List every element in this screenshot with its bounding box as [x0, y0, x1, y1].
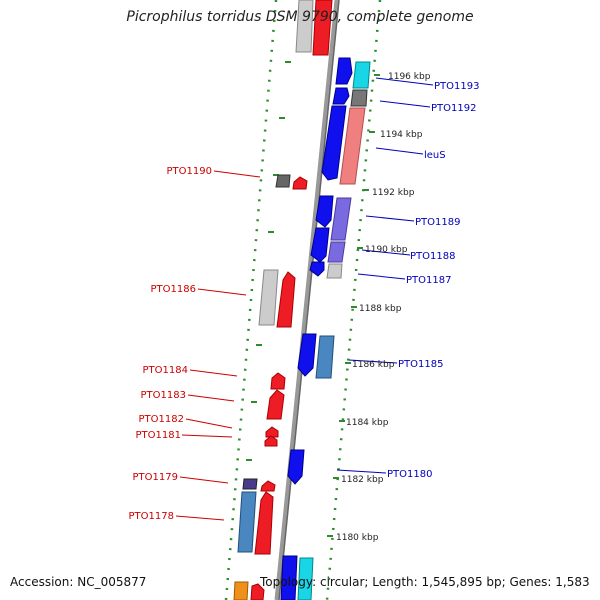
gene-pto1182-red: [265, 426, 279, 438]
gene-block-top-left-gray: [295, 0, 314, 53]
gene-pto1192-gray: [350, 89, 368, 107]
tick-label: 1188 kbp: [359, 304, 402, 314]
reverse-label-connectors: [336, 77, 434, 474]
forward-gene-labels: PTO1190 PTO1186 PTO1184 PTO1183 PTO1182 …: [129, 166, 212, 522]
gene-pto1187-blue: [309, 261, 325, 277]
gene-pto1192-blue: [332, 87, 350, 105]
gene-block-top-right-red: [312, 0, 333, 56]
gene-label-pto1178: PTO1178: [129, 511, 174, 522]
topology-text: Topology: circular; Length: 1,545,895 bp…: [260, 575, 590, 589]
gene-pto1184-red: [270, 372, 286, 390]
gene-label-pto1181: PTO1181: [136, 430, 181, 441]
gene-block-bottom-right-cyan: [297, 557, 314, 600]
gene-pto1189-blue: [315, 195, 334, 228]
gene-pto1178-steel: [237, 491, 257, 553]
genome-backbone-shadow: [278, 0, 340, 600]
tick-label: 1180 kbp: [336, 533, 379, 543]
left-dotted-guide: [224, 0, 278, 600]
gene-pto1188-blue: [310, 227, 330, 263]
gene-pto1188-purple: [327, 241, 346, 263]
gene-pto1183-red: [266, 389, 285, 420]
gene-pto1180-blue: [287, 449, 305, 485]
gene-label-pto1180: PTO1180: [387, 469, 432, 480]
gene-label-leus: leuS: [424, 150, 446, 161]
accession-text: Accession: NC_005877: [10, 575, 147, 589]
right-dotted-guide: [325, 0, 382, 600]
gene-label-pto1187: PTO1187: [406, 275, 451, 286]
gene-label-pto1183: PTO1183: [141, 390, 186, 401]
gene-pto1193-blue: [335, 57, 353, 85]
tick-label: 1190 kbp: [365, 245, 408, 255]
gene-block-bottom-left-red: [250, 583, 265, 600]
gene-leus-blue: [321, 105, 347, 181]
gene-label-pto1186: PTO1186: [151, 284, 196, 295]
gene-pto1186-gray: [258, 269, 279, 326]
gene-label-pto1188: PTO1188: [410, 251, 455, 262]
gene-pto1179-red: [260, 480, 276, 492]
gene-pto1193-cyan: [352, 61, 371, 89]
gene-leus-pink: [339, 107, 366, 185]
gene-label-pto1192: PTO1192: [431, 103, 476, 114]
gene-pto1181-red: [264, 435, 278, 447]
gene-pto1190-gray: [275, 174, 291, 188]
gene-label-pto1179: PTO1179: [133, 472, 178, 483]
gene-label-pto1189: PTO1189: [415, 217, 460, 228]
gene-label-pto1190: PTO1190: [167, 166, 212, 177]
forward-label-connectors: [175, 170, 261, 521]
gene-block-bottom-right-blue: [280, 555, 298, 600]
gene-label-pto1185: PTO1185: [398, 359, 443, 370]
tick-label: 1192 kbp: [372, 188, 415, 198]
gene-pto1186-red: [276, 271, 296, 328]
tick-labels: 1196 kbp 1194 kbp 1192 kbp 1190 kbp 1188…: [336, 72, 431, 543]
gene-block-bottom-left-orange: [233, 581, 249, 600]
reverse-gene-labels: PTO1193 PTO1192 leuS PTO1189 PTO1188 PTO…: [387, 81, 479, 480]
gene-pto1187-gray: [326, 263, 343, 279]
gene-pto1185-blue: [297, 333, 317, 377]
gene-pto1185-steel: [315, 335, 335, 379]
gene-label-pto1184: PTO1184: [143, 365, 188, 376]
map-title: Picrophilus torridus DSM 9790, complete …: [126, 9, 474, 25]
tick-label: 1194 kbp: [380, 130, 423, 140]
forward-strand-features: [233, 0, 314, 600]
tick-label: 1196 kbp: [388, 72, 431, 82]
gene-pto1178-red: [254, 491, 274, 555]
tick-label: 1186 kbp: [352, 360, 395, 370]
tick-label: 1184 kbp: [346, 418, 389, 428]
gene-pto1190-red: [292, 176, 308, 190]
gene-label-pto1193: PTO1193: [434, 81, 479, 92]
tick-label: 1182 kbp: [341, 475, 384, 485]
gene-label-pto1182: PTO1182: [139, 414, 184, 425]
gene-pto1189-purple: [330, 197, 352, 241]
gene-pto1179-purple: [242, 478, 258, 490]
genome-backbone: [274, 0, 340, 600]
reverse-strand-features: [280, 0, 371, 600]
